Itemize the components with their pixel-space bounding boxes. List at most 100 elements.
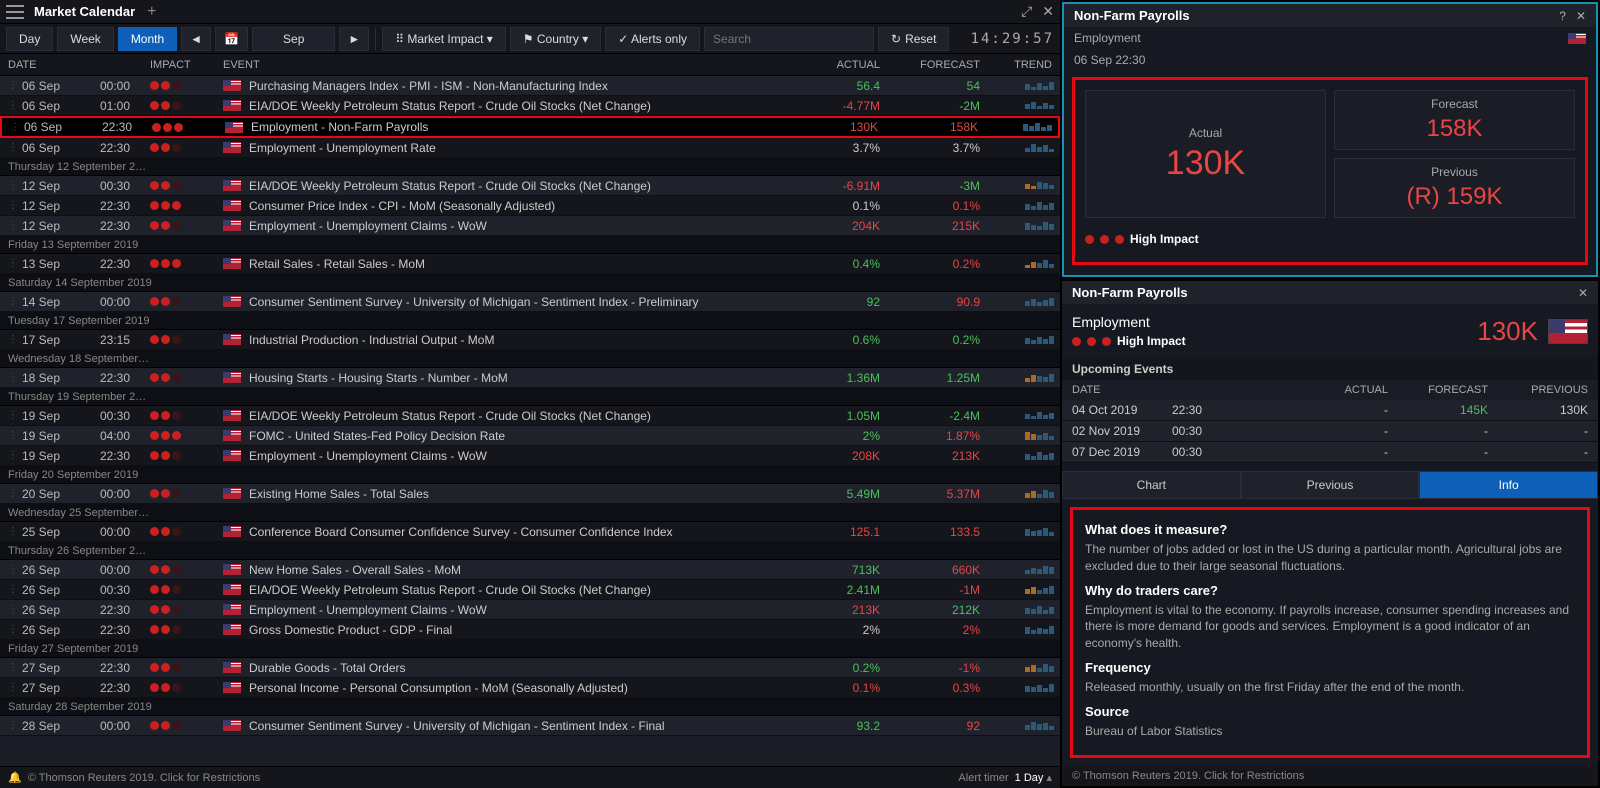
- close-icon[interactable]: ✕: [1576, 9, 1586, 23]
- event-row[interactable]: ⋮ 06 Sep01:00EIA/DOE Weekly Petroleum St…: [0, 96, 1060, 116]
- info-a1: The number of jobs added or lost in the …: [1085, 541, 1575, 575]
- menu-icon[interactable]: [6, 5, 24, 19]
- day-header: Tuesday 17 September 2019: [0, 312, 1060, 330]
- event-row[interactable]: ⋮ 14 Sep00:00Consumer Sentiment Survey -…: [0, 292, 1060, 312]
- footer: 🔔 © Thomson Reuters 2019. Click for Rest…: [0, 766, 1060, 788]
- event-row[interactable]: ⋮ 19 Sep22:30Employment - Unemployment C…: [0, 446, 1060, 466]
- search-input[interactable]: [704, 27, 874, 51]
- toolbar: Day Week Month ◄ 📅 Sep ► ⠿ Market Impact…: [0, 24, 1060, 54]
- event-row[interactable]: ⋮ 19 Sep00:30EIA/DOE Weekly Petroleum St…: [0, 406, 1060, 426]
- day-header: Thursday 12 September 2…: [0, 158, 1060, 176]
- tab-info[interactable]: Info: [1419, 471, 1598, 499]
- event-row[interactable]: ⋮ 26 Sep00:30EIA/DOE Weekly Petroleum St…: [0, 580, 1060, 600]
- event-row[interactable]: ⋮ 13 Sep22:30Retail Sales - Retail Sales…: [0, 254, 1060, 274]
- event-row[interactable]: ⋮ 28 Sep00:00Consumer Sentiment Survey -…: [0, 716, 1060, 736]
- clock: 14:29:57: [971, 31, 1054, 47]
- day-header: Friday 13 September 2019: [0, 236, 1060, 254]
- bell-icon[interactable]: 🔔: [8, 771, 22, 784]
- event-row[interactable]: ⋮ 26 Sep22:30Gross Domestic Product - GD…: [0, 620, 1060, 640]
- previous-metric: Previous (R) 159K: [1334, 158, 1575, 218]
- col-forecast: FORECAST: [880, 59, 980, 71]
- help-icon[interactable]: ?: [1559, 9, 1566, 23]
- alerts-toggle[interactable]: ✓ Alerts only: [605, 27, 700, 51]
- info-copyright[interactable]: © Thomson Reuters 2019. Click for Restri…: [1062, 766, 1598, 786]
- expand-icon[interactable]: ⤢: [1021, 3, 1032, 20]
- impact-indicator: High Impact: [1085, 226, 1326, 252]
- event-row[interactable]: ⋮ 26 Sep00:00New Home Sales - Overall Sa…: [0, 560, 1060, 580]
- day-header: Thursday 19 September 2…: [0, 388, 1060, 406]
- col-date: DATE: [0, 59, 100, 71]
- event-row[interactable]: ⋮ 12 Sep00:30EIA/DOE Weekly Petroleum St…: [0, 176, 1060, 196]
- day-header: Friday 27 September 2019: [0, 640, 1060, 658]
- event-row[interactable]: ⋮ 27 Sep22:30Personal Income - Personal …: [0, 678, 1060, 698]
- event-row[interactable]: ⋮ 18 Sep22:30Housing Starts - Housing St…: [0, 368, 1060, 388]
- country-filter[interactable]: ⚑ Country ▾: [510, 27, 601, 51]
- event-row[interactable]: ⋮ 06 Sep00:00Purchasing Managers Index -…: [0, 76, 1060, 96]
- info-value: 130K: [1477, 316, 1538, 347]
- info-q4: Source: [1085, 704, 1575, 719]
- close-icon[interactable]: ✕: [1578, 286, 1588, 300]
- tab-bar: Chart Previous Info: [1062, 471, 1598, 499]
- close-icon[interactable]: ✕: [1042, 3, 1054, 20]
- upcoming-row[interactable]: 07 Dec 201900:30---: [1062, 442, 1598, 463]
- info-q2: Why do traders care?: [1085, 583, 1575, 598]
- event-row[interactable]: ⋮ 17 Sep23:15Industrial Production - Ind…: [0, 330, 1060, 350]
- week-button[interactable]: Week: [57, 27, 113, 51]
- tab-previous[interactable]: Previous: [1241, 471, 1420, 499]
- copyright[interactable]: © Thomson Reuters 2019. Click for Restri…: [28, 772, 260, 784]
- info-panel: Non-Farm Payrolls ✕ Employment High Impa…: [1062, 281, 1598, 786]
- day-header: Saturday 28 September 2019: [0, 698, 1060, 716]
- col-actual: ACTUAL: [780, 59, 880, 71]
- event-row[interactable]: ⋮ 12 Sep22:30Employment - Unemployment C…: [0, 216, 1060, 236]
- next-arrow[interactable]: ►: [339, 27, 369, 51]
- detail-title: Non-Farm Payrolls: [1074, 8, 1549, 23]
- day-button[interactable]: Day: [6, 27, 53, 51]
- info-q3: Frequency: [1085, 660, 1575, 675]
- reset-button[interactable]: ↻ Reset: [878, 27, 949, 51]
- prev-arrow[interactable]: ◄: [181, 27, 211, 51]
- event-row[interactable]: ⋮ 27 Sep22:30Durable Goods - Total Order…: [0, 658, 1060, 678]
- info-a3: Released monthly, usually on the first F…: [1085, 679, 1575, 696]
- forecast-metric: Forecast 158K: [1334, 90, 1575, 150]
- detail-category: Employment: [1074, 31, 1141, 45]
- col-trend: TREND: [980, 59, 1060, 71]
- event-list: ⋮ 06 Sep00:00Purchasing Managers Index -…: [0, 76, 1060, 766]
- info-impact: High Impact: [1072, 334, 1186, 348]
- day-header: Wednesday 18 September…: [0, 350, 1060, 368]
- col-event: EVENT: [215, 59, 780, 71]
- calendar-icon[interactable]: 📅: [215, 27, 248, 51]
- info-a4: Bureau of Labor Statistics: [1085, 723, 1575, 740]
- event-row[interactable]: ⋮ 06 Sep22:30Employment - Non-Farm Payro…: [0, 116, 1060, 138]
- alert-timer-value[interactable]: 1 Day: [1015, 772, 1044, 784]
- event-row[interactable]: ⋮ 12 Sep22:30Consumer Price Index - CPI …: [0, 196, 1060, 216]
- event-row[interactable]: ⋮ 19 Sep04:00FOMC - United States-Fed Po…: [0, 426, 1060, 446]
- month-button[interactable]: Month: [118, 27, 177, 51]
- window-title: Market Calendar: [34, 4, 135, 19]
- event-row[interactable]: ⋮ 20 Sep00:00Existing Home Sales - Total…: [0, 484, 1060, 504]
- upcoming-row[interactable]: 02 Nov 201900:30---: [1062, 421, 1598, 442]
- info-content: What does it measure? The number of jobs…: [1070, 507, 1590, 758]
- day-header: Thursday 26 September 2…: [0, 542, 1060, 560]
- event-row[interactable]: ⋮ 06 Sep22:30Employment - Unemployment R…: [0, 138, 1060, 158]
- detail-datetime: 06 Sep 22:30: [1074, 53, 1145, 67]
- event-row[interactable]: ⋮ 25 Sep00:00Conference Board Consumer C…: [0, 522, 1060, 542]
- col-impact: IMPACT: [150, 59, 215, 71]
- event-row[interactable]: ⋮ 26 Sep22:30Employment - Unemployment C…: [0, 600, 1060, 620]
- info-q1: What does it measure?: [1085, 522, 1575, 537]
- impact-filter[interactable]: ⠿ Market Impact ▾: [382, 27, 506, 51]
- upcoming-row[interactable]: 04 Oct 201922:30-145K130K: [1062, 400, 1598, 421]
- add-tab-button[interactable]: +: [147, 3, 156, 21]
- day-header: Saturday 14 September 2019: [0, 274, 1060, 292]
- info-title: Non-Farm Payrolls: [1072, 285, 1568, 300]
- table-header: DATE IMPACT EVENT ACTUAL FORECAST TREND: [0, 54, 1060, 76]
- info-category: Employment: [1072, 314, 1186, 330]
- tab-chart[interactable]: Chart: [1062, 471, 1241, 499]
- actual-metric: Actual 130K: [1085, 90, 1326, 218]
- info-a2: Employment is vital to the economy. If p…: [1085, 602, 1575, 652]
- month-selector[interactable]: Sep: [252, 27, 335, 51]
- flag-icon: [1548, 319, 1588, 344]
- detail-panel: Non-Farm Payrolls ? ✕ Employment 06 Sep …: [1062, 2, 1598, 277]
- titlebar: Market Calendar + ⤢ ✕: [0, 0, 1060, 24]
- day-header: Wednesday 25 September…: [0, 504, 1060, 522]
- day-header: Friday 20 September 2019: [0, 466, 1060, 484]
